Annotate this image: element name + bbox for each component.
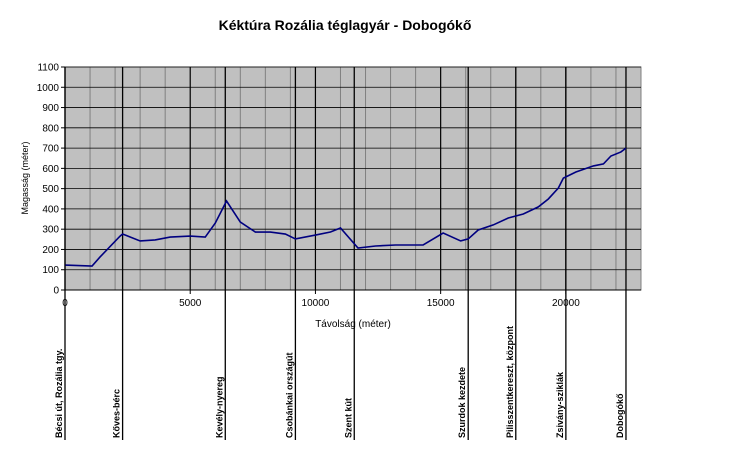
waypoint-label: Dobogókő [615,393,625,438]
y-tick-label: 600 [42,164,59,175]
y-tick-label: 900 [42,103,59,114]
waypoint-label: Szent kút [343,398,353,438]
waypoint-label: Csobánkai országút [284,352,294,438]
y-tick-label: 800 [42,123,59,134]
x-tick-label: 15000 [427,298,455,309]
x-tick-label: 10000 [302,298,330,309]
y-tick-label: 700 [42,144,59,155]
y-tick-label: 1100 [37,63,59,74]
waypoint-label: Zsivány-sziklák [555,371,565,438]
waypoint-label: Szurdok kezdete [457,367,467,438]
waypoint-label: Bécsi út, Rozália tgy. [54,349,64,438]
x-axis-label: Távolság (méter) [315,319,391,330]
line-series [64,147,627,267]
y-tick-label: 100 [42,265,59,276]
y-tick-label: 500 [42,184,59,195]
chart-title: Kéktúra Rozália téglagyár - Dobogókő [219,17,472,33]
y-tick-label: 1000 [37,83,60,94]
waypoint-label: Kőves-bérc [112,389,122,438]
y-tick-label: 200 [42,245,59,256]
y-tick-label: 0 [53,286,59,297]
plot-area [64,66,642,291]
x-tick-label: 5000 [179,298,202,309]
waypoint-label: Pilisszentkereszt, központ [505,326,515,438]
waypoint-label: Kevély-nyereg [214,376,224,438]
y-tick-label: 300 [42,225,59,236]
y-axis-label: Magasság (méter) [20,141,30,214]
y-tick-label: 400 [42,204,59,215]
